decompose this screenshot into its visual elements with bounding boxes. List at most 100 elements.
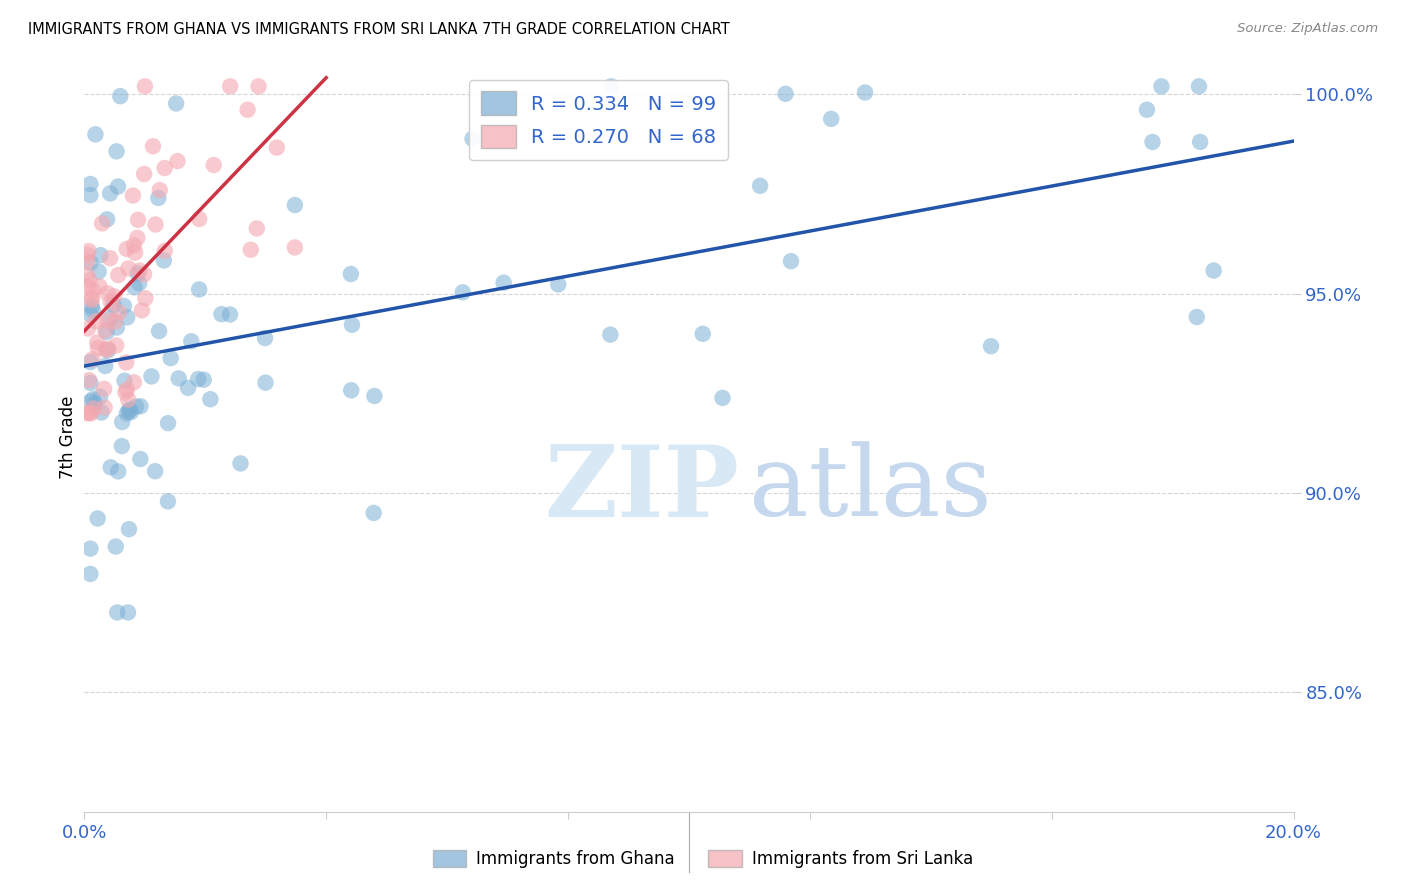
Point	[122, 188, 145, 202]
Point	[104, 540, 127, 554]
Point	[156, 494, 179, 508]
Point	[90, 248, 112, 262]
Point	[749, 178, 772, 193]
Point	[115, 383, 138, 397]
Point	[84, 128, 107, 142]
Point	[97, 286, 120, 301]
Point	[79, 355, 101, 369]
Point	[87, 341, 110, 355]
Point	[1188, 79, 1211, 94]
Point	[145, 218, 167, 232]
Point	[253, 331, 276, 345]
Point	[115, 242, 138, 256]
Point	[128, 277, 150, 291]
Point	[79, 376, 101, 390]
Point	[98, 186, 121, 201]
Point	[100, 460, 122, 475]
Point	[229, 457, 252, 471]
Point	[127, 212, 149, 227]
Point	[188, 282, 211, 296]
Point	[115, 406, 138, 420]
Point	[202, 158, 225, 172]
Point	[129, 452, 152, 467]
Point	[97, 314, 120, 328]
Text: atlas: atlas	[749, 442, 993, 537]
Point	[239, 243, 262, 257]
Y-axis label: 7th Grade: 7th Grade	[59, 395, 77, 479]
Point	[853, 86, 876, 100]
Point	[86, 511, 108, 525]
Point	[167, 371, 190, 385]
Point	[547, 277, 569, 292]
Point	[82, 284, 104, 298]
Point	[87, 264, 110, 278]
Point	[980, 339, 1002, 353]
Point	[492, 276, 515, 290]
Point	[780, 254, 803, 268]
Point	[153, 161, 176, 175]
Point	[115, 310, 138, 325]
Legend: Immigrants from Ghana, Immigrants from Sri Lanka: Immigrants from Ghana, Immigrants from S…	[426, 843, 980, 875]
Point	[711, 391, 734, 405]
Point	[82, 392, 104, 407]
Point	[89, 279, 111, 293]
Point	[107, 179, 129, 194]
Point	[125, 400, 148, 414]
Point	[124, 245, 146, 260]
Point	[142, 139, 165, 153]
Point	[97, 343, 120, 358]
Point	[451, 285, 474, 300]
Point	[80, 293, 103, 308]
Legend: R = 0.334   N = 99, R = 0.270   N = 68: R = 0.334 N = 99, R = 0.270 N = 68	[470, 79, 728, 161]
Point	[82, 303, 104, 318]
Point	[79, 177, 101, 191]
Point	[82, 401, 104, 416]
Point	[177, 381, 200, 395]
Point	[254, 376, 277, 390]
Point	[124, 280, 146, 294]
Point	[80, 291, 103, 305]
Point	[266, 140, 288, 154]
Point	[84, 314, 107, 328]
Point	[148, 324, 170, 338]
Point	[118, 402, 141, 417]
Point	[1185, 310, 1208, 324]
Point	[93, 382, 115, 396]
Point	[108, 305, 131, 319]
Point	[83, 396, 105, 410]
Point	[134, 291, 156, 305]
Point	[94, 343, 117, 357]
Point	[93, 401, 115, 415]
Point	[114, 374, 136, 388]
Point	[131, 303, 153, 318]
Point	[129, 399, 152, 413]
Point	[340, 384, 363, 398]
Point	[1150, 79, 1173, 94]
Point	[82, 352, 104, 367]
Text: Source: ZipAtlas.com: Source: ZipAtlas.com	[1237, 22, 1378, 36]
Point	[79, 256, 101, 270]
Point	[153, 253, 176, 268]
Point	[363, 389, 385, 403]
Point	[80, 299, 103, 313]
Point	[200, 392, 222, 407]
Point	[153, 244, 176, 258]
Point	[461, 132, 484, 146]
Point	[120, 405, 142, 419]
Point	[246, 221, 269, 235]
Point	[157, 416, 180, 430]
Point	[96, 325, 118, 339]
Point	[1142, 135, 1164, 149]
Point	[114, 385, 136, 400]
Point	[363, 506, 385, 520]
Point	[105, 145, 128, 159]
Point	[107, 268, 129, 282]
Point	[111, 439, 134, 453]
Point	[80, 406, 103, 420]
Point	[117, 261, 139, 276]
Point	[105, 320, 128, 334]
Point	[165, 96, 187, 111]
Point	[94, 323, 117, 337]
Point	[76, 248, 98, 262]
Point	[76, 254, 98, 268]
